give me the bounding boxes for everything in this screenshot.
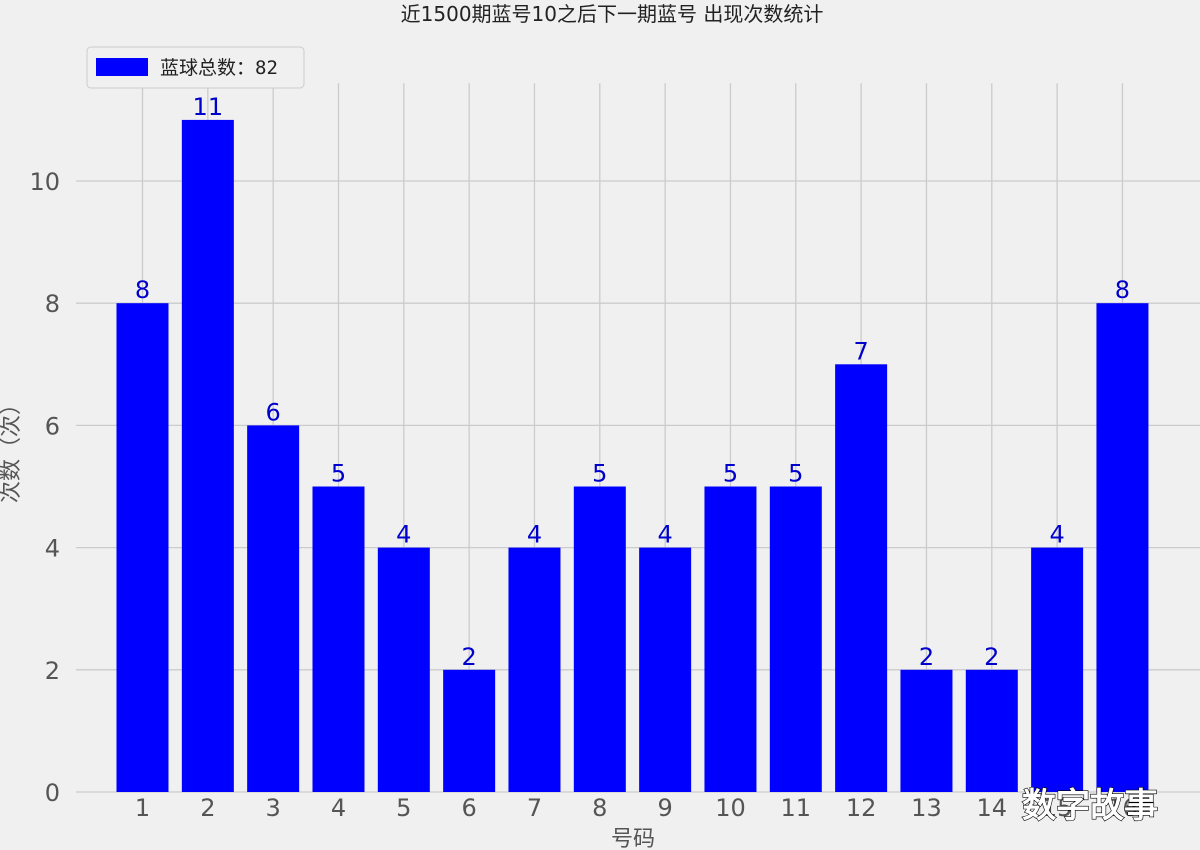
bar-value-label-15: 4 bbox=[1049, 521, 1064, 549]
bar-2 bbox=[181, 119, 234, 792]
y-tick-label: 8 bbox=[45, 290, 60, 318]
x-tick-label-14: 14 bbox=[977, 794, 1008, 822]
x-tick-label-6: 6 bbox=[462, 794, 477, 822]
x-tick-label-12: 12 bbox=[846, 794, 877, 822]
y-tick-label: 10 bbox=[29, 168, 60, 196]
bar-11 bbox=[769, 486, 822, 792]
chart-title: 近1500期蓝号10之后下一期蓝号 出现次数统计 bbox=[401, 2, 824, 26]
bar-9 bbox=[639, 547, 692, 792]
bar-14 bbox=[965, 669, 1018, 792]
x-tick-label-15: 15 bbox=[1042, 794, 1073, 822]
legend: 蓝球总数：82 bbox=[86, 46, 305, 89]
bar-value-label-4: 5 bbox=[331, 460, 346, 488]
y-tick-label: 6 bbox=[45, 412, 60, 440]
x-tick-label-1: 1 bbox=[135, 794, 150, 822]
bar-value-label-9: 4 bbox=[657, 521, 672, 549]
x-tick-label-5: 5 bbox=[396, 794, 411, 822]
bar-4 bbox=[312, 486, 365, 792]
x-tick-labels: 1 2 3 4 5 6 7 8 9 10 11 12 13 14 15 16 bbox=[135, 794, 1138, 822]
x-axis-label: 号码 bbox=[611, 827, 655, 850]
bar-value-label-11: 5 bbox=[788, 460, 803, 488]
bar-value-label-3: 6 bbox=[266, 398, 281, 426]
bar-value-label-2: 11 bbox=[193, 93, 224, 121]
y-tick-label: 4 bbox=[45, 535, 60, 563]
bar-value-label-16: 8 bbox=[1115, 276, 1130, 304]
x-tick-label-2: 2 bbox=[200, 794, 215, 822]
bar-10 bbox=[704, 486, 757, 792]
bar-16 bbox=[1096, 303, 1149, 792]
x-tick-label-10: 10 bbox=[715, 794, 746, 822]
bar-15 bbox=[1031, 547, 1084, 792]
bar-1 bbox=[116, 303, 169, 792]
bar-value-label-6: 2 bbox=[462, 643, 477, 671]
data-labels: 8 11 6 5 4 2 4 5 4 5 5 7 2 2 4 8 bbox=[135, 93, 1130, 671]
x-tick-label-11: 11 bbox=[781, 794, 812, 822]
bar-5 bbox=[377, 547, 430, 792]
x-tick-label-8: 8 bbox=[592, 794, 607, 822]
bar-8 bbox=[573, 486, 626, 792]
x-tick-label-16: 16 bbox=[1107, 794, 1138, 822]
bar-value-label-8: 5 bbox=[592, 460, 607, 488]
bar-12 bbox=[835, 364, 888, 792]
bar-13 bbox=[900, 669, 953, 792]
y-tick-label: 2 bbox=[45, 657, 60, 685]
legend-swatch bbox=[96, 58, 148, 76]
y-tick-label: 0 bbox=[45, 779, 60, 807]
bars bbox=[116, 119, 1149, 792]
bar-value-label-7: 4 bbox=[527, 521, 542, 549]
x-tick-label-13: 13 bbox=[911, 794, 942, 822]
bar-value-label-13: 2 bbox=[919, 643, 934, 671]
bar-value-label-10: 5 bbox=[723, 460, 738, 488]
bar-6 bbox=[443, 669, 496, 792]
bar-3 bbox=[247, 425, 300, 792]
bar-value-label-12: 7 bbox=[853, 337, 868, 365]
legend-frame bbox=[86, 46, 305, 89]
bar-value-label-14: 2 bbox=[984, 643, 999, 671]
x-tick-label-3: 3 bbox=[266, 794, 281, 822]
bar-7 bbox=[508, 547, 561, 792]
x-tick-label-4: 4 bbox=[331, 794, 346, 822]
x-tick-label-7: 7 bbox=[527, 794, 542, 822]
y-tick-labels: 0 2 4 6 8 10 bbox=[29, 168, 60, 807]
watermark: 数字故事 bbox=[1022, 786, 1158, 826]
legend-label: 蓝球总数：82 bbox=[160, 57, 278, 79]
bar-value-label-1: 8 bbox=[135, 276, 150, 304]
x-tick-label-9: 9 bbox=[657, 794, 672, 822]
y-axis-label: 次数（次） bbox=[0, 393, 24, 503]
bar-value-label-5: 4 bbox=[396, 521, 411, 549]
